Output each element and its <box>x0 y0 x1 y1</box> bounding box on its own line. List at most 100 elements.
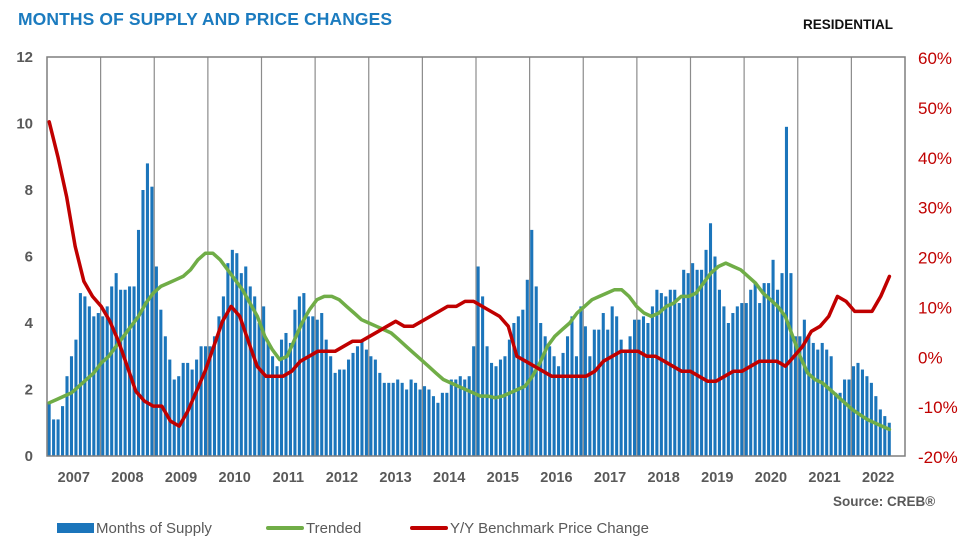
supply-bar <box>695 269 699 456</box>
supply-bar <box>302 293 306 456</box>
right-axis-tick-label: 60% <box>918 49 952 68</box>
left-axis-tick-label: 4 <box>25 315 34 332</box>
supply-bar <box>722 306 726 457</box>
supply-bar <box>123 289 127 456</box>
left-axis-tick-label: 10 <box>16 116 33 133</box>
supply-bar <box>87 306 91 457</box>
supply-bar <box>378 372 382 457</box>
supply-bar <box>320 313 324 456</box>
x-axis-tick-label: 2013 <box>379 470 411 486</box>
right-axis-tick-label: 40% <box>918 149 952 168</box>
supply-bar <box>793 336 797 456</box>
months-of-supply-bars <box>47 126 891 457</box>
supply-bar <box>834 392 838 456</box>
supply-bar <box>454 379 458 456</box>
supply-bar <box>83 296 87 456</box>
supply-bar <box>204 346 208 456</box>
supply-bar <box>181 362 185 456</box>
left-axis-tick-label: 12 <box>16 49 33 66</box>
legend-item-months-of-supply: Months of Supply <box>57 518 212 538</box>
supply-bar <box>226 263 230 456</box>
supply-bar <box>802 319 806 456</box>
supply-bar <box>414 382 418 456</box>
supply-bar <box>767 283 771 456</box>
supply-bar <box>199 346 203 456</box>
supply-bar <box>440 392 444 456</box>
supply-bar <box>230 249 234 456</box>
supply-bar <box>297 296 301 456</box>
supply-bar <box>284 332 288 456</box>
supply-bar <box>659 293 663 456</box>
supply-bar <box>65 376 69 456</box>
legend-swatch-bar <box>57 523 94 533</box>
supply-bar <box>610 306 614 457</box>
supply-bar <box>315 319 319 456</box>
supply-bar <box>628 336 632 456</box>
supply-bar <box>498 359 503 456</box>
supply-bar <box>355 346 360 456</box>
supply-bar <box>856 362 860 456</box>
supply-bar <box>324 339 328 457</box>
supply-bar <box>114 273 118 457</box>
x-axis-tick-label: 2009 <box>165 470 197 486</box>
right-axis-tick-label: -20% <box>918 448 958 467</box>
right-axis-tick-label: 0% <box>918 348 943 367</box>
supply-bar <box>807 336 811 456</box>
supply-bar <box>431 396 435 456</box>
supply-bar <box>271 356 275 456</box>
supply-bar <box>838 392 842 456</box>
supply-bar <box>624 349 628 456</box>
legend-label: Trended <box>306 519 362 537</box>
year-gridlines <box>100 57 852 456</box>
supply-bar <box>463 379 467 456</box>
supply-bar <box>668 289 672 456</box>
supply-bar <box>865 376 869 456</box>
supply-bar <box>762 283 766 456</box>
supply-bar <box>96 313 100 456</box>
supply-bar <box>708 223 713 456</box>
x-axis-tick-label: 2014 <box>433 470 465 486</box>
supply-bar <box>543 336 547 456</box>
supply-bar <box>400 382 404 456</box>
plot-frame <box>46 56 906 457</box>
supply-bar <box>521 309 525 456</box>
supply-bar <box>820 342 824 456</box>
supply-bar <box>159 309 163 456</box>
supply-bar <box>208 346 212 456</box>
supply-bar <box>74 339 78 457</box>
supply-bar <box>248 286 252 456</box>
supply-bar <box>485 346 489 456</box>
supply-bar <box>843 379 847 456</box>
x-axis-tick-label: 2016 <box>540 470 572 486</box>
segment-label: RESIDENTIAL <box>803 17 894 32</box>
supply-bar <box>700 269 704 456</box>
supply-bar <box>360 339 364 457</box>
supply-bar <box>212 336 217 456</box>
supply-bar <box>740 303 744 456</box>
chart-title: MONTHS OF SUPPLY AND PRICE CHANGES <box>18 9 393 29</box>
supply-bar <box>811 342 815 456</box>
supply-bar <box>503 356 507 456</box>
right-axis-ticks: -20% -10% 0% 10% 20% 30% 40% 50% 60% <box>918 49 958 467</box>
supply-bar <box>588 356 592 456</box>
supply-bar <box>494 366 498 456</box>
left-axis-tick-label: 0 <box>25 448 33 465</box>
supply-bar <box>606 329 610 456</box>
supply-bar <box>132 286 136 456</box>
supply-bar <box>110 286 114 456</box>
supply-bar <box>364 349 368 456</box>
supply-bar <box>105 306 109 457</box>
supply-bar <box>257 323 261 456</box>
supply-bar <box>101 316 105 456</box>
supply-bar <box>279 339 284 457</box>
supply-bar <box>391 382 395 456</box>
supply-bar <box>633 319 637 456</box>
supply-bar <box>646 323 650 456</box>
supply-bar <box>262 306 266 457</box>
supply-bar <box>154 266 158 456</box>
left-axis-tick-label: 2 <box>25 382 33 399</box>
supply-bar <box>476 266 480 456</box>
supply-bar <box>436 402 440 456</box>
supply-bar <box>172 379 176 456</box>
